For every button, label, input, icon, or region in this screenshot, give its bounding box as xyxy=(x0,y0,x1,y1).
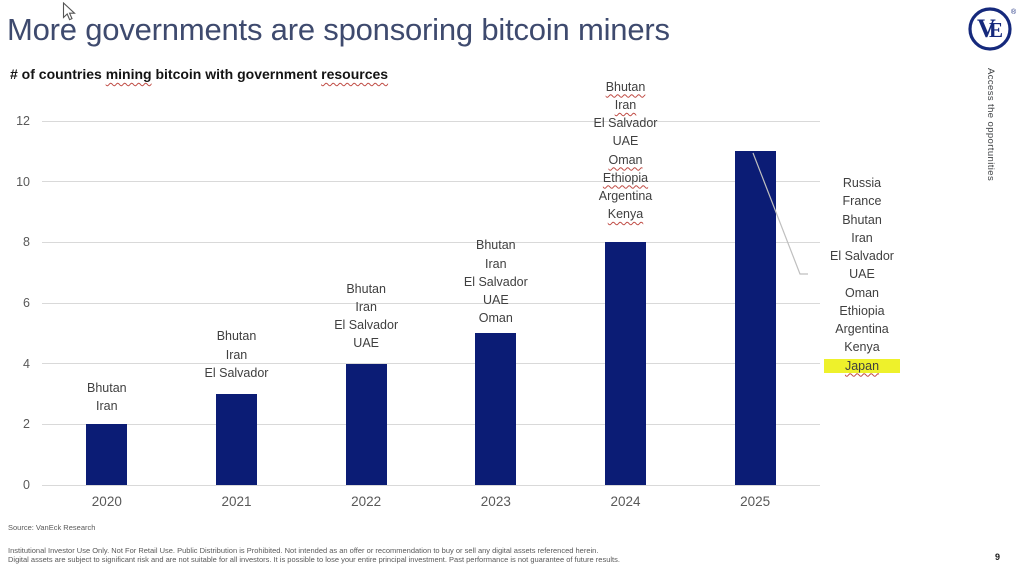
country-label: Ethiopia xyxy=(602,170,649,185)
gridline-y2 xyxy=(42,423,820,425)
gridline-y4 xyxy=(42,363,820,365)
country-label: Kenya xyxy=(844,340,880,355)
country-label: Argentina xyxy=(835,322,889,336)
y-axis-tick-label: 0 xyxy=(23,478,30,492)
right-country-list: Russia France Bhutan Iran El Salvador UAE Oman… xyxy=(802,174,922,375)
country-label: Oman xyxy=(844,285,880,300)
y-axis-tick-label: 12 xyxy=(16,114,30,128)
disclaimer-line-1: Institutional Investor Use Only. Not For… xyxy=(8,546,599,555)
chart-heading-text: resources xyxy=(321,66,389,82)
logo-letter-e: E xyxy=(989,18,1003,42)
x-axis-label-2021: 2021 xyxy=(221,494,252,509)
country-label: Bhutan xyxy=(605,79,646,94)
country-label: Ethiopia xyxy=(839,303,885,318)
country-label: France xyxy=(842,194,882,209)
chart-heading-text: bitcoin with government xyxy=(151,66,322,82)
y-axis-tick-label: 4 xyxy=(23,356,30,371)
country-label: Iran xyxy=(96,399,118,414)
country-label: Oman xyxy=(608,152,643,167)
country-label: Kenya xyxy=(607,207,644,222)
chart-heading-text: mining xyxy=(105,66,152,82)
country-label: Iran xyxy=(485,256,507,271)
country-label: UAE xyxy=(849,267,875,282)
gridline-y0 xyxy=(42,484,820,486)
country-label: Iran xyxy=(355,300,377,315)
bar-country-labels-2021: Bhutan Iran El Salvador xyxy=(157,327,317,382)
highlighted-country: Japan xyxy=(823,358,901,373)
x-axis-label-2022: 2022 xyxy=(351,494,382,509)
x-axis-label-2025: 2025 xyxy=(740,494,771,509)
bar-country-labels-2023: Bhutan Iran El Salvador UAE Oman xyxy=(416,236,576,327)
mouse-cursor-icon xyxy=(62,2,76,21)
bar-2022 xyxy=(345,363,387,485)
bar-2023 xyxy=(475,333,517,485)
country-label: El Salvador xyxy=(463,274,528,289)
y-axis-tick-label: 8 xyxy=(23,235,30,250)
x-axis-label-2020: 2020 xyxy=(91,494,122,509)
y-axis-tick-label: 2 xyxy=(23,417,30,432)
country-label: Bhutan xyxy=(346,281,386,296)
slide-title: More governments are sponsoring bitcoin … xyxy=(7,12,670,47)
logo-letter-v: V xyxy=(977,14,996,43)
country-label: UAE xyxy=(353,336,379,351)
country-label: Iran xyxy=(225,347,248,362)
disclaimer: Institutional Investor Use Only. Not For… xyxy=(8,546,620,565)
country-label: Argentina xyxy=(598,188,653,203)
bar-country-labels-2020: Bhutan Iran xyxy=(27,379,187,415)
bar-2020 xyxy=(86,424,128,485)
country-label: El Salvador xyxy=(334,318,399,333)
country-label: Russia xyxy=(842,176,882,190)
gridline-y6 xyxy=(42,302,820,304)
chart-heading: # of countries mining bitcoin with gover… xyxy=(10,66,388,82)
gridline-y12 xyxy=(42,120,820,122)
chart-heading-text: # of countries xyxy=(10,66,106,82)
bar-2025 xyxy=(734,151,776,485)
country-label: Bhutan xyxy=(476,238,516,253)
country-label: UAE xyxy=(482,292,509,307)
source-note: Source: VanEck Research xyxy=(8,523,96,532)
bar-country-labels-2022: Bhutan Iran El Salvador UAE xyxy=(286,280,446,353)
country-label: Iran xyxy=(851,230,873,245)
y-axis-tick-label: 10 xyxy=(16,174,30,189)
x-axis-label-2024: 2024 xyxy=(610,494,641,509)
gridline-y10 xyxy=(42,181,820,183)
x-axis-label-2023: 2023 xyxy=(480,494,511,509)
page-number: 9 xyxy=(995,552,1001,562)
country-label: El Salvador xyxy=(204,365,269,380)
country-label: Bhutan xyxy=(842,212,882,227)
registered-mark: ® xyxy=(1011,8,1017,16)
country-label: El Salvador xyxy=(593,116,658,131)
vaneck-logo: V E ® xyxy=(968,7,1017,51)
country-label: Japan xyxy=(802,357,922,375)
country-label: Oman xyxy=(478,311,513,326)
bar-2024 xyxy=(605,242,646,485)
country-label: Iran xyxy=(614,97,637,112)
country-label: UAE xyxy=(612,134,639,149)
gridline-y8 xyxy=(42,241,820,243)
country-label: Bhutan xyxy=(87,380,127,395)
country-label: Bhutan xyxy=(216,329,257,344)
logo-circle xyxy=(968,7,1012,51)
disclaimer-line-2: Digital assets are subject to significan… xyxy=(8,554,620,564)
bar-2021 xyxy=(216,394,257,485)
y-axis-tick-label: 6 xyxy=(23,296,30,310)
bar-country-labels-2024: Bhutan Iran El Salvador UAE Oman Ethiopia Arge… xyxy=(546,78,706,224)
sidebar-tagline: Access the opportunities xyxy=(985,68,996,182)
country-label: El Salvador xyxy=(830,249,894,263)
